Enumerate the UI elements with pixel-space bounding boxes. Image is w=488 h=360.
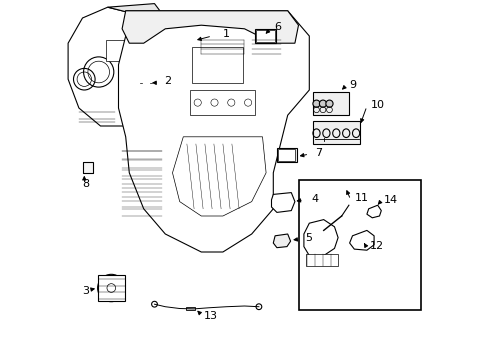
Bar <box>312 92 348 115</box>
Bar <box>305 254 337 266</box>
Polygon shape <box>303 220 337 256</box>
Bar <box>106 40 131 61</box>
Polygon shape <box>273 234 290 248</box>
Polygon shape <box>366 205 381 218</box>
Text: 9: 9 <box>348 80 355 90</box>
Bar <box>190 90 255 115</box>
Ellipse shape <box>312 100 320 107</box>
Polygon shape <box>118 11 309 252</box>
Text: 6: 6 <box>273 22 281 32</box>
Text: 8: 8 <box>81 179 89 189</box>
Text: 10: 10 <box>370 100 384 110</box>
Bar <box>276 148 296 162</box>
Text: 12: 12 <box>369 240 383 251</box>
Bar <box>278 149 295 161</box>
Polygon shape <box>271 193 294 212</box>
Bar <box>298 180 420 310</box>
Polygon shape <box>172 137 265 216</box>
Bar <box>82 162 93 173</box>
Bar <box>186 307 195 310</box>
Ellipse shape <box>319 100 326 107</box>
Bar <box>98 275 125 301</box>
Polygon shape <box>68 7 154 126</box>
Bar <box>254 29 276 43</box>
Bar <box>312 121 359 144</box>
Polygon shape <box>349 230 373 250</box>
Ellipse shape <box>325 100 332 107</box>
Text: 4: 4 <box>310 194 318 204</box>
Polygon shape <box>107 4 165 36</box>
Polygon shape <box>122 11 298 43</box>
Bar <box>256 30 274 42</box>
Text: 3: 3 <box>81 286 89 296</box>
Text: 5: 5 <box>305 233 311 243</box>
Text: 14: 14 <box>384 195 398 205</box>
Text: 1: 1 <box>223 29 229 39</box>
Text: 7: 7 <box>314 148 321 158</box>
Text: 13: 13 <box>204 311 218 321</box>
Bar <box>192 47 242 83</box>
Text: 2: 2 <box>164 76 171 86</box>
Text: 11: 11 <box>354 193 368 203</box>
